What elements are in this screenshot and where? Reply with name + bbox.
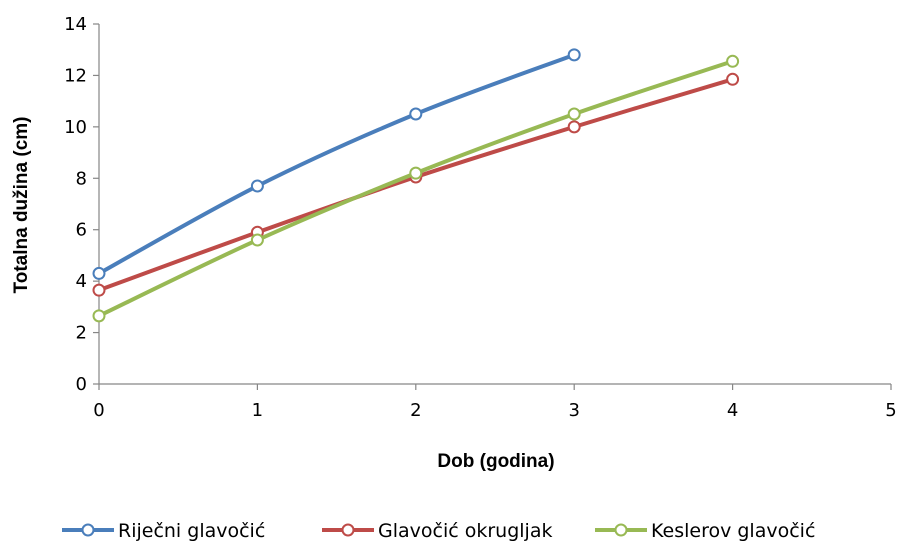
data-point	[726, 72, 740, 86]
series-line	[97, 59, 735, 318]
series-line	[97, 52, 577, 276]
x-tick-label: 5	[885, 400, 896, 421]
legend-swatch-marker	[81, 523, 95, 537]
series-layer	[92, 48, 740, 323]
y-tick-label: 10	[64, 117, 87, 138]
y-tick-label: 12	[64, 65, 87, 86]
data-point	[726, 54, 740, 68]
data-point	[92, 309, 106, 323]
data-point	[409, 107, 423, 121]
data-point	[250, 233, 264, 247]
y-tick-label: 8	[76, 168, 87, 189]
legend-entry: Glavočić okrugljak	[322, 520, 552, 542]
legend-swatch-marker	[341, 523, 355, 537]
x-tick-label: 2	[410, 400, 421, 421]
series-1	[92, 48, 581, 280]
y-tick-label: 4	[76, 271, 87, 292]
y-tick-label: 14	[64, 14, 87, 35]
y-tick-label: 6	[76, 220, 87, 241]
x-tick-label: 0	[93, 400, 104, 421]
y-tick-label: 0	[76, 374, 87, 395]
data-point	[250, 179, 264, 193]
x-axis-title: Dob (godina)	[437, 451, 554, 472]
data-point	[567, 120, 581, 134]
data-point	[409, 166, 423, 180]
legend: Riječni glavočić Glavočić okrugljak Kesler…	[62, 520, 815, 542]
series-2	[92, 72, 740, 297]
legend-swatch-marker	[614, 523, 628, 537]
legend-label: Riječni glavočić	[118, 520, 265, 542]
x-tick-label: 3	[568, 400, 579, 421]
legend-label: Keslerov glavočić	[651, 520, 815, 542]
data-point	[567, 48, 581, 62]
data-point	[92, 283, 106, 297]
legend-label: Glavočić okrugljak	[378, 520, 552, 542]
x-tick-label: 1	[252, 400, 263, 421]
legend-entry: Riječni glavočić	[62, 520, 265, 542]
y-axis-title: Totalna dužina (cm)	[11, 117, 32, 294]
x-tick-label: 4	[727, 400, 738, 421]
series-3	[92, 54, 740, 323]
y-tick-label: 2	[76, 323, 87, 344]
legend-entry: Keslerov glavočić	[595, 520, 815, 542]
data-point	[92, 266, 106, 280]
data-point	[567, 107, 581, 121]
